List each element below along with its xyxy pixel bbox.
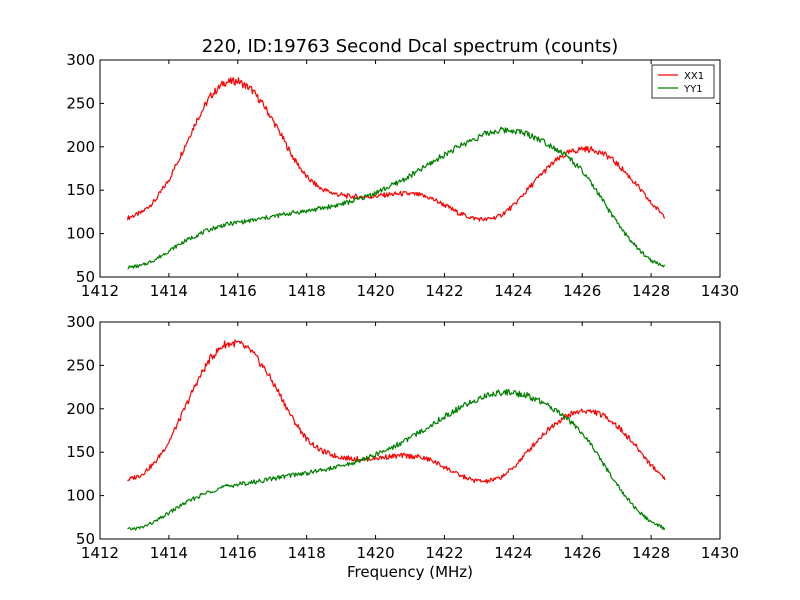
x-tick-label: 1428 [632,544,670,562]
x-tick-label: 1426 [563,544,601,562]
x-tick-label: 1424 [494,282,532,300]
y-tick-label: 100 [66,225,95,243]
plot-panel-top: 1412 1414 1416 1418 1420 1422 1424 1426 1428 1430… [66,51,739,300]
y-tick-label: 150 [66,181,95,199]
x-tick-label: 1416 [219,544,257,562]
legend-box [651,64,715,99]
x-tick-label: 1428 [632,282,670,300]
x-tick-label: 1420 [356,282,394,300]
x-axis-label: Frequency (MHz) [347,563,473,581]
x-tick-label: 1426 [563,282,601,300]
x-tick-label: 1418 [288,544,326,562]
y-tick-label: 50 [76,530,95,548]
chart-title: 220, ID:19763 Second Dcal spectrum (coun… [202,36,619,57]
y-tick-label: 200 [66,400,95,418]
x-tick-label: 1422 [425,282,463,300]
panels: 1412 1414 1416 1418 1420 1422 1424 1426 1428 1430… [66,51,739,562]
x-tick-label: 1414 [150,282,188,300]
y-tick-label: 150 [66,443,95,461]
axes-frame [99,321,721,540]
x-tick-label: 1416 [219,282,257,300]
y-tick-label: 200 [66,138,95,156]
x-tick-label: 1418 [288,282,326,300]
y-tick-label: 250 [66,356,95,374]
y-tick-label: 50 [76,268,95,286]
axes-frame [99,59,721,278]
x-tick-label: 1424 [494,544,532,562]
plot-lines [126,77,666,270]
x-tick-label: 1412 [81,282,119,300]
x-tick-label: 1414 [150,544,188,562]
y-tick-label: 300 [66,313,95,331]
legend-label-xx1: XX1 [684,71,704,82]
x-tick-label: 1412 [81,544,119,562]
plot-panel-bottom: 1412 1414 1416 1418 1420 1422 1424 1426 1428 1430… [66,313,739,562]
series-line-xx1 [126,77,666,222]
x-tick-label: 1430 [701,544,739,562]
y-tick-label: 100 [66,487,95,505]
series-line-yy1 [127,388,666,531]
legend-label-yy1: YY1 [683,84,703,95]
x-tick-label: 1430 [701,282,739,300]
series-line-xx1 [127,339,666,484]
plot-lines [127,339,666,531]
series-line-yy1 [127,126,666,270]
y-tick-label: 250 [66,94,95,112]
x-tick-label: 1422 [425,544,463,562]
x-tick-label: 1420 [356,544,394,562]
y-tick-label: 300 [66,51,95,69]
